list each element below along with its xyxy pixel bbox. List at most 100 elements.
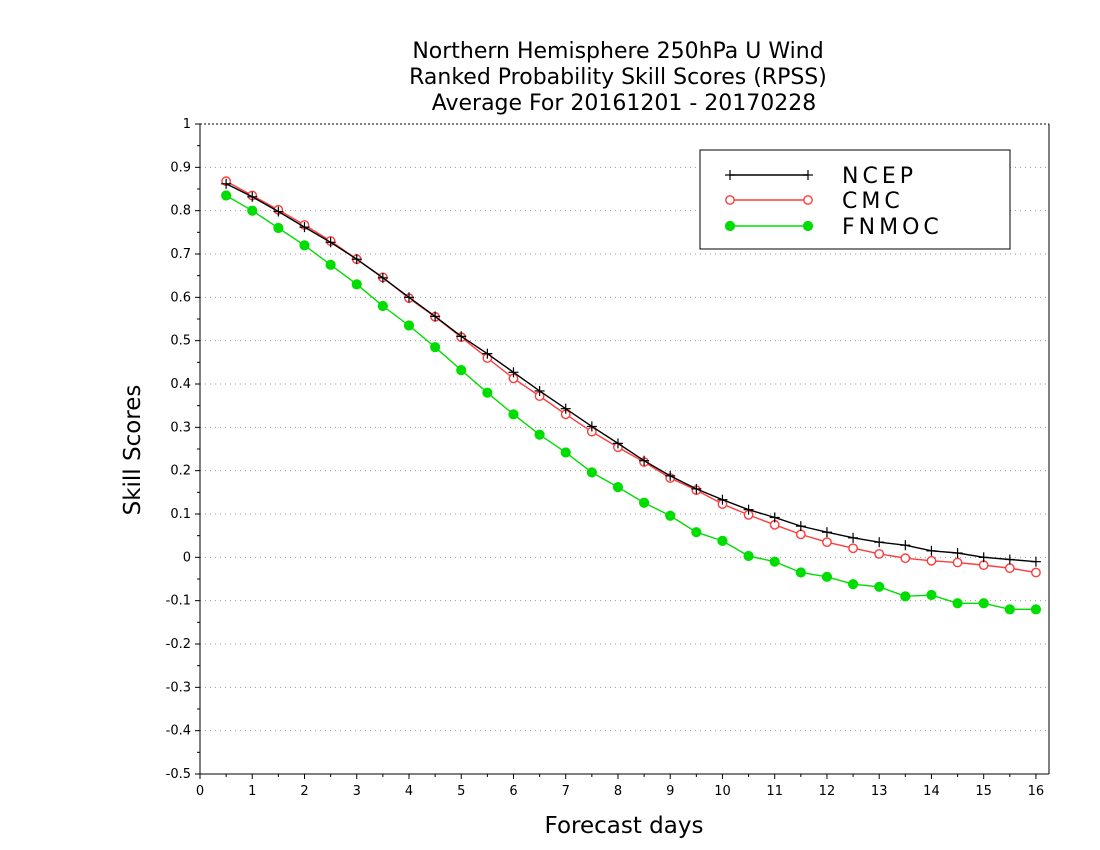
point-fnmoc-6: [377, 300, 388, 312]
y-tick-label-15: 1: [183, 117, 191, 132]
point-ncep-11: [508, 367, 519, 378]
point-ncep-0: [221, 178, 232, 189]
point-fnmoc-1: [247, 205, 258, 216]
point-ncep-12: [534, 385, 545, 396]
point-fnmoc-12: [534, 429, 545, 440]
x-tick-label-7: 7: [562, 784, 570, 799]
x-tick-label-5: 5: [457, 784, 465, 799]
point-ncep-20: [743, 504, 754, 515]
point-ncep-4: [325, 237, 336, 248]
point-fnmoc-0: [221, 190, 232, 201]
x-tick-label-3: 3: [353, 784, 361, 799]
point-ncep-7: [403, 292, 414, 303]
point-ncep-14: [586, 421, 597, 432]
point-fnmoc-30: [1004, 604, 1015, 615]
point-cmc-25: [874, 548, 885, 559]
x-tick-label-14: 14: [923, 784, 940, 799]
point-fnmoc-19: [717, 535, 728, 546]
chart-title-line-3: Average For 20161201 - 20170228: [432, 91, 817, 116]
point-fnmoc-8: [430, 342, 441, 353]
series-fnmoc: [221, 190, 1042, 615]
x-tick-label-6: 6: [509, 784, 517, 799]
point-fnmoc-11: [508, 409, 519, 420]
legend-marker-start-cmc: [725, 195, 735, 205]
series-ncep: [221, 178, 1041, 567]
point-ncep-23: [821, 527, 832, 538]
x-tick-label-0: 0: [196, 784, 204, 799]
point-ncep-25: [874, 537, 885, 548]
legend-label-fnmoc: FNMOC: [842, 215, 943, 240]
y-tick-label-9: 0.4: [170, 377, 191, 392]
x-tick-label-15: 15: [975, 784, 992, 799]
y-tick-label-14: 0.9: [170, 160, 191, 175]
point-ncep-19: [717, 494, 728, 505]
legend-label-cmc: CMC: [842, 189, 904, 214]
point-ncep-16: [639, 455, 650, 466]
point-ncep-9: [456, 331, 467, 342]
x-tick-label-8: 8: [614, 784, 622, 799]
point-fnmoc-3: [299, 240, 310, 251]
legend-marker-start-ncep: [725, 170, 735, 180]
point-ncep-10: [482, 348, 493, 359]
point-fnmoc-22: [795, 567, 806, 578]
x-tick-label-13: 13: [871, 784, 888, 799]
legend-entry-cmc: CMC: [725, 189, 904, 214]
point-fnmoc-15: [612, 482, 624, 493]
y-tick-label-12: 0.7: [170, 247, 191, 262]
point-fnmoc-9: [456, 365, 467, 376]
x-tick-label-10: 10: [714, 784, 731, 799]
point-fnmoc-16: [638, 497, 650, 508]
point-cmc-30: [1004, 563, 1015, 574]
chart-title: Northern Hemisphere 250hPa U Wind Ranked…: [409, 39, 827, 116]
y-axis-label: Skill Scores: [120, 385, 146, 516]
point-cmc-26: [900, 553, 911, 564]
y-tick-label-4: -0.1: [166, 594, 191, 609]
point-ncep-26: [900, 540, 911, 551]
y-tick-label-11: 0.6: [170, 290, 191, 305]
y-tick-label-2: -0.3: [166, 680, 191, 695]
data-series: [221, 176, 1042, 615]
point-fnmoc-31: [1030, 604, 1042, 615]
y-tick-label-7: 0.2: [170, 464, 191, 479]
chart-title-line-2: Ranked Probability Skill Scores (RPSS): [409, 65, 827, 90]
y-tick-label-10: 0.5: [170, 334, 191, 349]
point-fnmoc-28: [952, 598, 963, 609]
point-cmc-31: [1031, 567, 1041, 578]
y-tick-label-8: 0.3: [170, 420, 191, 435]
x-axis-ticks: 0 1 2 3 4 5 6 7 8 9 10 11 12 13 14 15 16: [196, 774, 1044, 799]
point-ncep-13: [560, 403, 571, 414]
legend-marker-end-ncep: [803, 170, 813, 180]
legend-entry-ncep: NCEP: [725, 164, 917, 189]
point-ncep-5: [351, 254, 362, 265]
legend-marker-end-fnmoc: [802, 220, 814, 232]
point-ncep-1: [247, 191, 258, 202]
point-cmc-24: [848, 543, 858, 554]
grid-lines: [200, 166, 1049, 732]
point-ncep-6: [377, 272, 388, 283]
point-ncep-24: [848, 532, 859, 543]
chart-title-line-1: Northern Hemisphere 250hPa U Wind: [412, 39, 823, 64]
point-ncep-28: [952, 548, 963, 558]
point-fnmoc-17: [665, 510, 676, 521]
y-tick-label-6: 0.1: [170, 507, 191, 522]
point-fnmoc-23: [821, 571, 833, 582]
y-tick-label-0: -0.5: [166, 767, 191, 782]
point-fnmoc-29: [978, 598, 989, 609]
point-fnmoc-18: [691, 527, 702, 538]
point-fnmoc-7: [403, 320, 415, 331]
x-tick-label-12: 12: [819, 784, 836, 799]
point-cmc-22: [795, 529, 806, 540]
point-ncep-18: [691, 483, 702, 494]
point-ncep-15: [612, 438, 623, 449]
x-tick-label-4: 4: [405, 784, 413, 799]
point-cmc-27: [926, 555, 937, 566]
point-ncep-29: [978, 552, 989, 563]
point-fnmoc-20: [743, 550, 754, 562]
legend-label-ncep: NCEP: [842, 164, 917, 189]
legend-entry-fnmoc: FNMOC: [724, 215, 943, 240]
point-fnmoc-26: [900, 591, 911, 602]
point-ncep-17: [665, 470, 676, 481]
point-fnmoc-5: [351, 279, 362, 290]
x-tick-label-16: 16: [1028, 784, 1045, 799]
